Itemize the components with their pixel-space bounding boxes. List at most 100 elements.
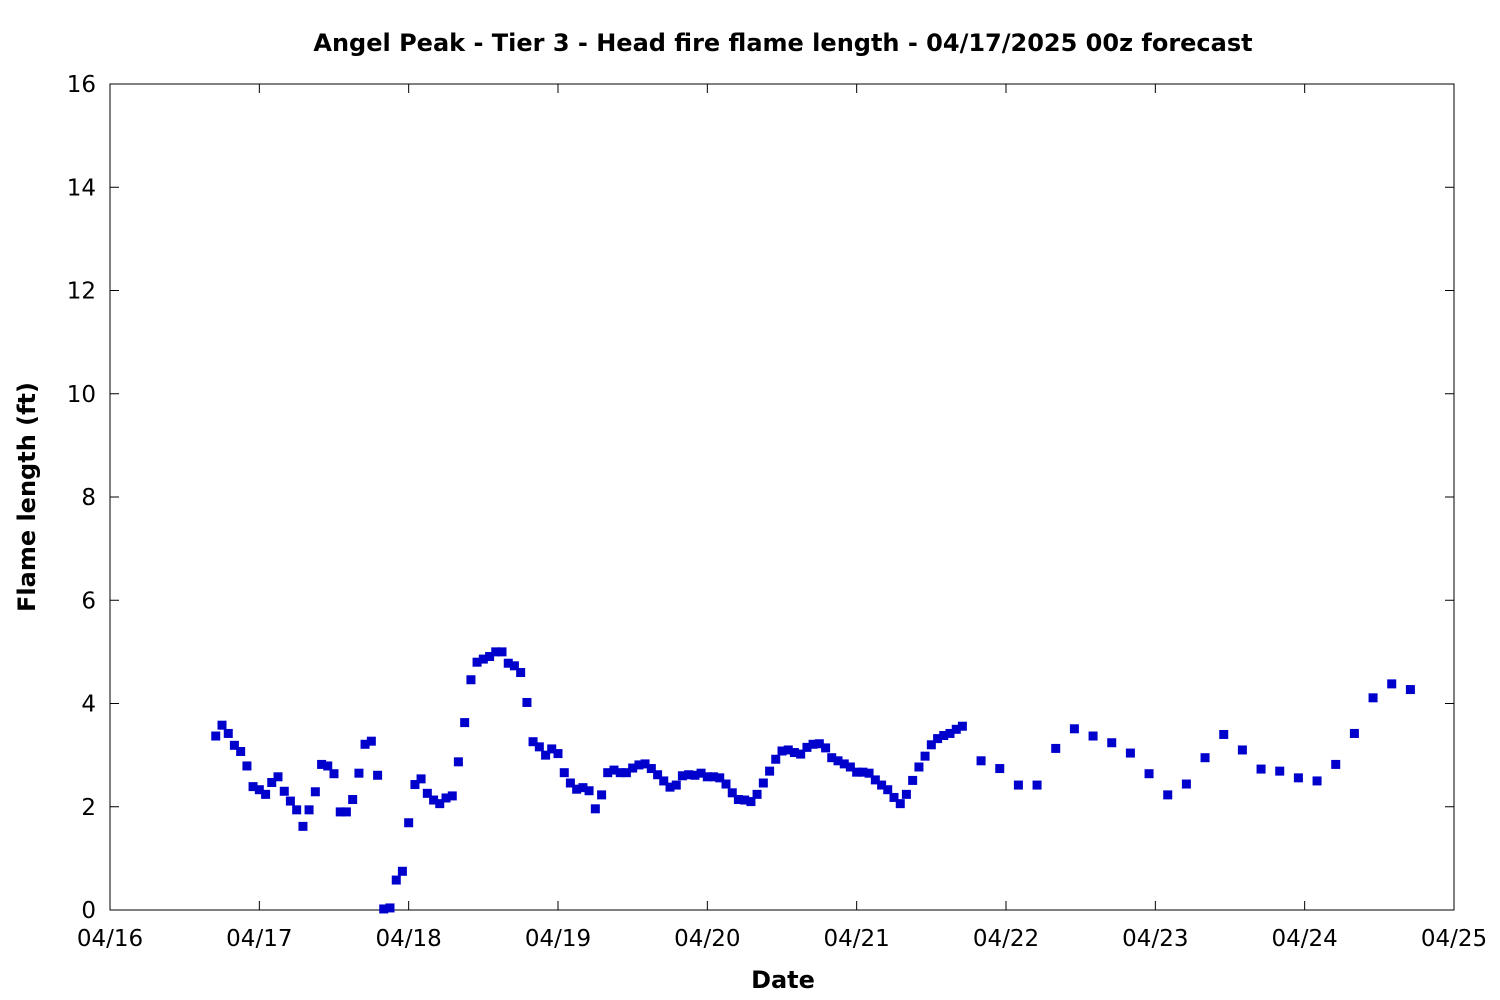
chart-title: Angel Peak - Tier 3 - Head fire flame le… xyxy=(313,29,1252,57)
data-point xyxy=(839,759,849,769)
x-axis-label: Date xyxy=(751,966,815,994)
data-point xyxy=(1331,759,1341,769)
data-point xyxy=(677,771,687,781)
data-point xyxy=(429,795,439,805)
data-point xyxy=(603,768,613,778)
data-point xyxy=(565,778,575,788)
data-point xyxy=(858,767,868,777)
data-point xyxy=(503,658,513,668)
y-tick-label: 8 xyxy=(81,485,96,511)
data-point xyxy=(771,754,781,764)
data-point xyxy=(609,765,619,775)
x-tick-label: 04/19 xyxy=(525,926,591,952)
data-point xyxy=(391,875,401,885)
data-point xyxy=(1387,679,1397,689)
data-point xyxy=(621,768,631,778)
data-point xyxy=(684,770,694,780)
data-point xyxy=(317,759,327,769)
data-point xyxy=(640,759,650,769)
data-points xyxy=(211,647,1415,914)
data-point xyxy=(578,783,588,793)
data-point xyxy=(653,770,663,780)
data-point xyxy=(335,807,345,817)
x-tick-label: 04/23 xyxy=(1122,926,1188,952)
data-point xyxy=(254,785,264,795)
data-point xyxy=(273,772,283,782)
data-point xyxy=(845,762,855,772)
data-point xyxy=(715,773,725,783)
data-point xyxy=(1032,780,1042,790)
data-point xyxy=(1107,738,1117,748)
data-point xyxy=(1256,764,1266,774)
data-point xyxy=(385,903,395,913)
data-point xyxy=(516,668,526,678)
x-tick-label: 04/18 xyxy=(376,926,442,952)
data-point xyxy=(267,777,277,787)
axis-tick-labels: 04/16 04/17 04/18 04/19 04/20 04/21 04/22 04/23… xyxy=(67,72,1487,952)
data-point xyxy=(740,795,750,805)
data-point xyxy=(721,779,731,789)
data-point xyxy=(323,761,333,771)
data-point xyxy=(957,721,967,731)
data-point xyxy=(341,807,351,817)
x-tick-label: 04/16 xyxy=(77,926,143,952)
data-point xyxy=(1181,779,1191,789)
data-point xyxy=(304,805,314,815)
data-point xyxy=(920,751,930,761)
plot-frame xyxy=(109,83,1455,911)
data-point xyxy=(1013,780,1023,790)
data-point xyxy=(939,731,949,741)
x-tick-label: 04/22 xyxy=(973,926,1039,952)
data-point xyxy=(777,746,787,756)
data-point xyxy=(410,780,420,790)
data-point xyxy=(310,787,320,797)
data-point xyxy=(485,652,495,662)
data-point xyxy=(1219,729,1229,739)
data-point xyxy=(597,790,607,800)
data-point xyxy=(248,782,258,792)
data-point xyxy=(1200,753,1210,763)
data-point xyxy=(671,780,681,790)
data-point xyxy=(883,785,893,795)
data-point xyxy=(466,675,476,685)
data-point xyxy=(590,804,600,814)
data-point xyxy=(547,744,557,754)
data-point xyxy=(628,763,638,773)
data-point xyxy=(379,904,389,914)
data-point xyxy=(422,788,432,798)
data-point xyxy=(1237,745,1247,755)
data-point xyxy=(236,747,246,757)
data-point xyxy=(441,793,451,803)
data-point xyxy=(1069,724,1079,734)
data-point xyxy=(447,791,457,801)
y-tick-label: 14 xyxy=(67,175,96,201)
y-tick-label: 12 xyxy=(67,279,96,305)
data-point xyxy=(279,786,289,796)
data-point xyxy=(534,742,544,752)
data-point xyxy=(765,766,775,776)
x-tick-label: 04/20 xyxy=(674,926,740,952)
data-point xyxy=(665,782,675,792)
x-tick-label: 04/17 xyxy=(226,926,292,952)
data-point xyxy=(404,818,414,828)
data-point xyxy=(1144,769,1154,779)
data-point xyxy=(397,866,407,876)
data-point xyxy=(292,805,302,815)
x-tick-label: 04/21 xyxy=(824,926,890,952)
data-point xyxy=(852,767,862,777)
data-point xyxy=(572,784,582,794)
data-point xyxy=(298,821,308,831)
y-axis-label: Flame length (ft) xyxy=(13,382,41,612)
data-point xyxy=(901,789,911,799)
x-tick-label: 04/24 xyxy=(1272,926,1338,952)
data-point xyxy=(366,736,376,746)
data-point xyxy=(752,789,762,799)
data-point xyxy=(354,768,364,778)
y-tick-label: 10 xyxy=(67,382,96,408)
data-point xyxy=(1125,748,1135,758)
data-point xyxy=(541,750,551,760)
data-point xyxy=(702,772,712,782)
data-point xyxy=(808,739,818,749)
data-point xyxy=(733,795,743,805)
data-point xyxy=(914,762,924,772)
